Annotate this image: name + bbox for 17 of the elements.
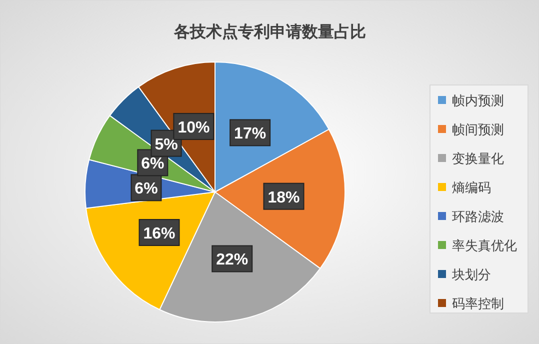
legend-label: 码率控制	[452, 296, 504, 311]
data-label: 10%	[178, 119, 210, 136]
data-label: 18%	[268, 189, 300, 206]
data-label: 6%	[141, 156, 164, 173]
legend-label: 熵编码	[452, 180, 491, 195]
legend-label: 帧内预测	[452, 93, 504, 108]
chart-title: 各技术点专利申请数量占比	[173, 23, 366, 41]
legend-label: 块划分	[451, 267, 491, 282]
data-label: 6%	[134, 180, 158, 198]
legend-label: 率失真优化	[452, 238, 517, 253]
data-label: 17%	[234, 126, 266, 143]
legend-label: 环路滤波	[452, 209, 504, 224]
legend-label: 帧间预测	[452, 122, 504, 137]
data-label: 5%	[154, 136, 178, 154]
data-label: 22%	[216, 252, 248, 269]
legend-label: 变换量化	[452, 151, 504, 166]
data-label: 16%	[143, 226, 176, 242]
